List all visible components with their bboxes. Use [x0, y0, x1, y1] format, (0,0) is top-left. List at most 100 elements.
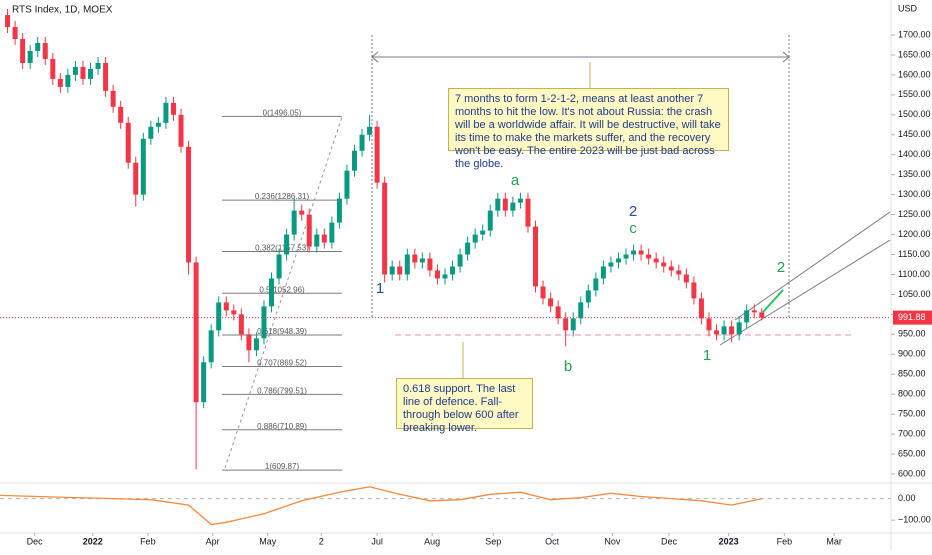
candle-body: [427, 258, 433, 271]
candle-body: [404, 254, 410, 275]
candle-body: [208, 330, 214, 363]
candle-body: [20, 38, 26, 63]
candle-body: [351, 150, 357, 171]
fib-label: 0.707(869.52): [257, 359, 307, 368]
candle-body: [450, 266, 456, 275]
candle-body: [359, 134, 365, 151]
candle-body: [600, 266, 606, 279]
candle-body: [344, 170, 350, 199]
oscillator-line: [0, 486, 762, 526]
candle-body: [306, 214, 312, 247]
x-tick-label: Feb: [777, 536, 793, 546]
candle-body: [578, 302, 584, 319]
y-tick-label: 1100.00: [898, 269, 930, 279]
candle-body: [615, 258, 621, 263]
y-tick-label: 1550.00: [898, 89, 931, 99]
osc-tick-label: −100.00: [898, 515, 931, 525]
fib-label: 0.786(799.51): [257, 387, 307, 396]
candle-body: [533, 226, 539, 287]
y-tick-label: 850.00: [898, 369, 926, 379]
candle-body: [706, 318, 712, 331]
candle-body: [186, 146, 192, 263]
candle-body: [110, 90, 116, 107]
candle-body: [5, 15, 11, 28]
y-tick-label: 1450.00: [898, 129, 931, 139]
candle-body: [314, 234, 320, 247]
x-tick-label: 2023: [719, 536, 739, 546]
candle-body: [646, 254, 652, 259]
candle-body: [140, 138, 146, 195]
candle-body: [57, 78, 63, 87]
wave-label: b: [564, 358, 572, 375]
candle-body: [487, 210, 493, 231]
candle-body: [653, 258, 659, 263]
candle-body: [736, 322, 742, 335]
wave-label: 1: [376, 280, 384, 297]
candle-body: [721, 326, 727, 335]
x-tick-label: Sep: [485, 536, 501, 546]
candle-body: [442, 274, 448, 279]
y-tick-label: 800.00: [898, 389, 926, 399]
candle-body: [299, 210, 305, 215]
y-tick-label: 950.00: [898, 329, 926, 339]
y-tick-label: 700.00: [898, 428, 926, 438]
y-tick-label: 1650.00: [898, 49, 931, 59]
candle-body: [367, 126, 373, 135]
y-tick-label: 1200.00: [898, 229, 931, 239]
candle-body: [608, 262, 614, 267]
candle-body: [676, 270, 682, 275]
candle-body: [683, 274, 689, 283]
fib-label: 0.618(948.39): [257, 327, 307, 336]
candle-body: [65, 74, 71, 87]
candle-body: [729, 326, 735, 335]
candle-body: [457, 254, 463, 267]
candle-body: [321, 234, 327, 243]
x-tick-label: 2: [319, 536, 324, 546]
x-tick-label: Oct: [545, 536, 560, 546]
candle-body: [570, 318, 576, 331]
candle-body: [163, 102, 169, 123]
x-tick-label: Apr: [206, 536, 220, 546]
candle-body: [374, 126, 380, 183]
x-tick-label: Jul: [371, 536, 383, 546]
y-tick-label: 900.00: [898, 349, 926, 359]
y-tick-label: 1250.00: [898, 209, 931, 219]
note: 7 months to form 1-2-1-2, means at least…: [448, 88, 729, 170]
candle-body: [201, 362, 207, 403]
candle-body: [585, 290, 591, 303]
candle-body: [548, 298, 554, 307]
candle-body: [261, 306, 267, 339]
y-tick-label: 1150.00: [898, 249, 930, 259]
candle-body: [223, 302, 229, 311]
x-tick-label: 2022: [83, 536, 103, 546]
candle-body: [88, 68, 94, 79]
y-tick-label: 1050.00: [898, 289, 931, 299]
candle-body: [480, 230, 486, 235]
last-price-badge: [893, 310, 932, 325]
candle-body: [661, 262, 667, 267]
candle-body: [698, 298, 704, 319]
y-tick-label: 650.00: [898, 448, 926, 458]
x-tick-label: Feb: [140, 536, 156, 546]
candle-body: [329, 222, 335, 243]
channel-line: [719, 239, 891, 346]
x-tick-label: Dec: [661, 536, 678, 546]
candle-body: [517, 198, 523, 203]
candle-body: [382, 182, 388, 275]
candle-body: [472, 234, 478, 243]
candle-body: [238, 314, 244, 335]
candle-body: [35, 42, 41, 51]
candle-body: [80, 66, 86, 79]
candle-body: [118, 106, 124, 123]
candle-body: [389, 266, 395, 275]
y-tick-label: 600.00: [898, 468, 926, 478]
candle-body: [133, 162, 139, 195]
candle-body: [638, 250, 644, 255]
candle-body: [336, 198, 342, 223]
candle-body: [50, 58, 56, 79]
candle-body: [510, 202, 516, 211]
candle-body: [193, 262, 199, 403]
fib-label: 0(1496.05): [263, 109, 302, 118]
candle-body: [751, 310, 757, 313]
